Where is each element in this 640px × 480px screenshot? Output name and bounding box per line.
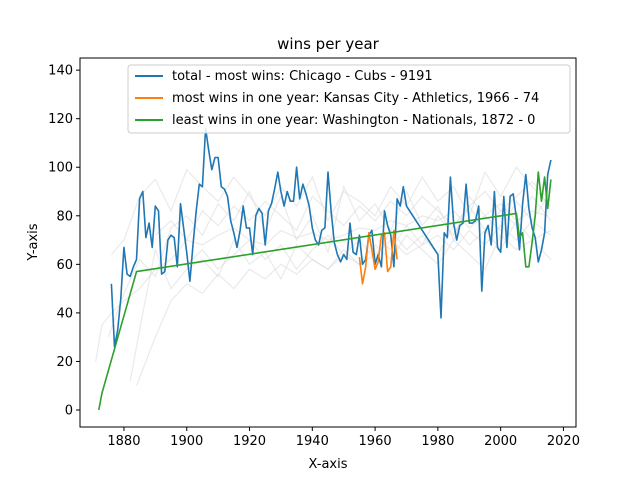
y-tick-label: 0 [65, 404, 73, 419]
y-tick-label: 20 [56, 355, 73, 370]
y-axis-ticks: 0 20 40 60 80 100 120 140 [48, 64, 80, 419]
x-tick-label: 1900 [170, 434, 203, 449]
x-axis-ticks: 1880 1900 1920 1940 1960 1980 2000 2020 [107, 427, 580, 449]
series-line-least-wins [98, 171, 552, 411]
y-tick-label: 120 [48, 112, 73, 127]
x-tick-label: 1940 [296, 434, 329, 449]
y-tick-label: 80 [56, 209, 73, 224]
legend-label-most-wins: most wins in one year: Kansas City - Ath… [172, 91, 539, 106]
legend: total - most wins: Chicago - Cubs - 9191… [127, 64, 571, 134]
y-tick-label: 100 [48, 161, 73, 176]
series-layer [98, 127, 552, 411]
x-tick-label: 1980 [421, 434, 454, 449]
plot-frame [79, 57, 577, 428]
legend-label-least-wins: least wins in one year: Washington - Nat… [172, 113, 535, 128]
x-tick-label: 1920 [233, 434, 266, 449]
y-tick-label: 60 [56, 258, 73, 273]
series-line-total [110, 127, 552, 348]
background-series-line-2 [129, 234, 552, 382]
series-line-most-wins [358, 229, 398, 285]
legend-box [127, 64, 571, 134]
x-tick-label: 2020 [547, 434, 580, 449]
x-axis-label: X-axis [309, 457, 348, 472]
chart-title: wins per year [277, 35, 380, 53]
x-tick-label: 2000 [484, 434, 517, 449]
background-series-line-5 [154, 180, 552, 242]
x-tick-label: 1880 [107, 434, 140, 449]
y-tick-label: 140 [48, 64, 73, 79]
y-axis-label: Y-axis [26, 223, 41, 261]
y-tick-label: 40 [56, 306, 73, 321]
background-series-line-7 [377, 195, 552, 251]
x-tick-label: 1960 [359, 434, 392, 449]
legend-label-total: total - most wins: Chicago - Cubs - 9191 [172, 69, 433, 84]
